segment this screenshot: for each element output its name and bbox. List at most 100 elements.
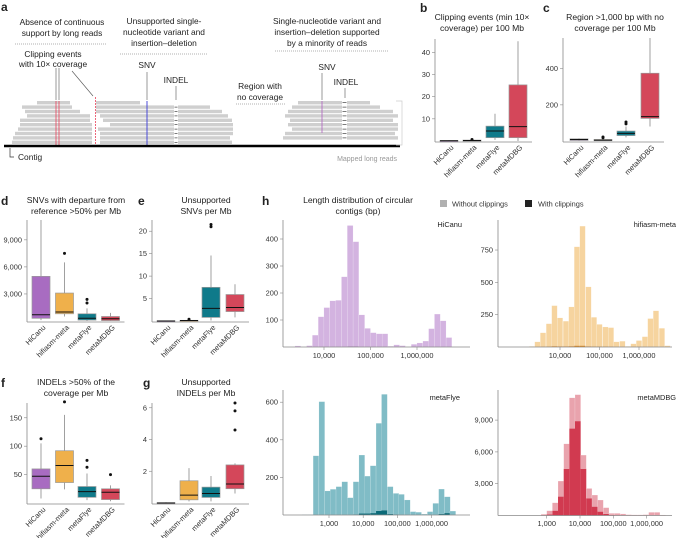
legend-label-with-clippings: With clippings (538, 200, 584, 209)
contig-label: Contig (18, 152, 43, 162)
bar-without-clippings (540, 332, 546, 347)
box-metaFlye (77, 458, 97, 501)
read (15, 131, 92, 136)
read (18, 127, 92, 131)
read (178, 131, 233, 136)
panel-e-title-line: SNVs per Mb (180, 206, 231, 216)
box-HiCanu (156, 320, 176, 323)
bar-without-clippings (444, 496, 451, 514)
bar-without-clippings (330, 489, 337, 516)
bar-with-clippings (552, 510, 559, 516)
contig-pointer (9, 148, 14, 158)
bar-without-clippings (376, 333, 383, 348)
bar-without-clippings (449, 510, 456, 516)
read (96, 101, 140, 105)
panel-d-title-line: SNVs with departure from (27, 195, 125, 205)
box-hifiasm-meta (55, 400, 74, 490)
read (100, 131, 174, 136)
outlier-point (63, 400, 66, 404)
x-tick-label: 1,000 (320, 519, 339, 528)
bar-without-clippings (603, 507, 610, 515)
box-metaMDBG (225, 284, 245, 318)
unsupported-label-line2: nucleotide variant and (123, 27, 205, 37)
read (100, 114, 174, 118)
read (178, 105, 210, 109)
bar-with-clippings (387, 514, 394, 515)
y-tick-label: 6,000 (4, 262, 23, 271)
x-tick-label: 1,000,000 (401, 351, 434, 360)
clipping-label-line2: with 10× coverage (18, 59, 88, 69)
box-iqr (508, 84, 528, 139)
panel-letter-a: a (1, 0, 8, 14)
no-coverage-label-line2: no coverage (237, 92, 283, 102)
box-iqr (55, 450, 74, 483)
read (347, 114, 398, 118)
bar-without-clippings (427, 511, 434, 516)
read (100, 136, 174, 140)
outlier-point (233, 409, 237, 413)
bar-without-clippings (329, 300, 336, 348)
read (22, 105, 72, 109)
box-iqr (55, 292, 74, 315)
bar-without-clippings (579, 225, 586, 346)
y-tick-label: 200 (266, 289, 278, 298)
bar-without-clippings (358, 314, 365, 348)
bar-without-clippings (552, 502, 559, 511)
series-label: metaFlye (430, 393, 460, 402)
read (100, 140, 174, 144)
bar-without-clippings (358, 454, 365, 514)
y-tick-label: 750 (481, 246, 493, 255)
y-tick-label: 6 (143, 403, 147, 412)
minority-label-line2: insertion–deletion supported (274, 27, 380, 37)
bar-without-clippings (654, 512, 661, 516)
box-iqr (179, 480, 199, 501)
bar-with-clippings (438, 514, 445, 515)
bar-without-clippings (404, 499, 411, 516)
box-iqr (485, 125, 505, 139)
bar-without-clippings (318, 401, 325, 516)
outlier-point (85, 458, 89, 462)
bar-with-clippings (597, 511, 604, 516)
read (178, 118, 232, 122)
bar-without-clippings (614, 513, 621, 516)
y-tick-label: 3,000 (4, 289, 23, 298)
read (347, 105, 380, 109)
mapped-reads-bracket (396, 100, 403, 146)
bar-without-clippings (428, 328, 435, 348)
bar-without-clippings (653, 310, 659, 348)
bar-without-clippings (434, 313, 441, 348)
read (12, 140, 92, 144)
panel-f-title-line: INDELs >50% of the (37, 377, 115, 387)
legend-label-without-clippings: Without clippings (452, 200, 508, 209)
read (178, 136, 230, 140)
box-HiCanu (31, 220, 51, 321)
panel-d-title-line: reference >50% per Mb (31, 206, 121, 216)
bar-with-clippings (444, 513, 451, 515)
outlier-point (233, 401, 237, 405)
panel-f-title-line: coverage per Mb (44, 388, 109, 398)
bar-with-clippings (358, 513, 365, 515)
panel-letter-e: e (138, 194, 145, 208)
outlier-point (624, 120, 628, 124)
bar-without-clippings (438, 488, 445, 515)
read (292, 127, 342, 131)
box-metaMDBG (508, 41, 528, 141)
outlier-point (233, 428, 237, 432)
outlier-point (85, 465, 89, 469)
bar-without-clippings (557, 317, 563, 347)
read (283, 136, 342, 140)
y-tick-label: 150 (10, 413, 22, 422)
box-iqr (201, 286, 221, 318)
read (285, 114, 342, 118)
bar-without-clippings (381, 394, 388, 511)
bar-without-clippings (341, 276, 348, 348)
panel-h-header: h Length distribution of circular contig… (262, 194, 584, 216)
read (292, 105, 342, 109)
bar-without-clippings (596, 324, 603, 347)
bar-without-clippings (636, 340, 642, 348)
boxplot-panel-b: b Clipping events (min 10×coverage) per 1… (420, 1, 532, 179)
bar-without-clippings (534, 341, 541, 348)
